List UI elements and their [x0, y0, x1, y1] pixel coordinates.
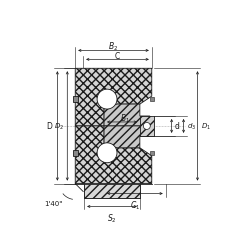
Polygon shape — [104, 105, 149, 126]
Circle shape — [97, 90, 117, 109]
Text: C: C — [114, 52, 120, 61]
Polygon shape — [149, 151, 153, 155]
Text: $B_1$: $B_1$ — [119, 112, 129, 125]
Polygon shape — [73, 150, 78, 156]
Text: $S_2$: $S_2$ — [107, 212, 116, 224]
Text: $C_1$: $C_1$ — [129, 199, 139, 211]
Polygon shape — [73, 97, 78, 103]
Circle shape — [97, 143, 117, 163]
Text: $D_2$: $D_2$ — [54, 121, 64, 131]
Text: 1'40": 1'40" — [44, 201, 62, 207]
Polygon shape — [84, 184, 139, 199]
Text: $B_2$: $B_2$ — [108, 40, 118, 52]
Text: D: D — [46, 122, 52, 131]
Polygon shape — [139, 116, 153, 136]
Text: d: d — [174, 122, 179, 131]
Polygon shape — [75, 69, 151, 126]
Polygon shape — [75, 126, 151, 184]
Polygon shape — [104, 116, 153, 136]
Polygon shape — [104, 126, 149, 148]
Polygon shape — [149, 98, 153, 102]
Text: $D_1$: $D_1$ — [201, 121, 211, 131]
Circle shape — [143, 123, 150, 130]
Text: $d_3$: $d_3$ — [186, 121, 195, 131]
